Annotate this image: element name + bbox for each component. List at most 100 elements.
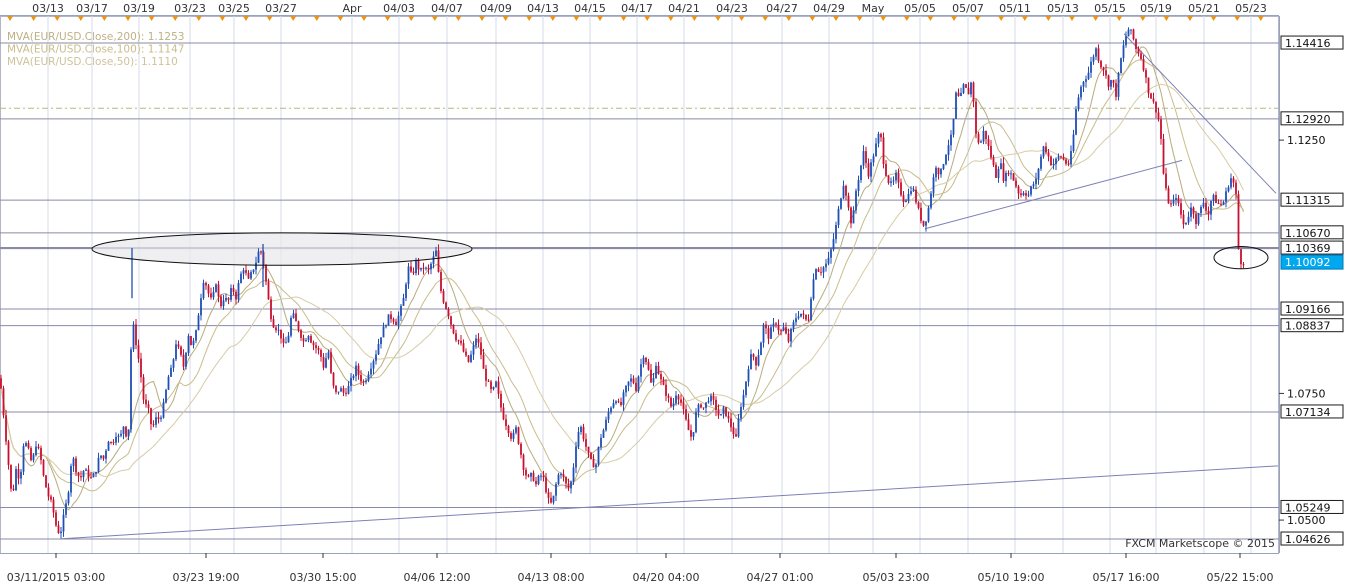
candle-body (427, 267, 430, 270)
candle-body (812, 279, 815, 299)
candle-body (1175, 198, 1177, 200)
candle-body (497, 381, 500, 394)
trend-line (1123, 33, 1277, 194)
price-tick-label: 1.0750 (1287, 387, 1326, 400)
candle-body (1060, 156, 1062, 158)
event-marker-icon (998, 16, 1005, 21)
top-date-label: 04/21 (668, 2, 700, 15)
candle-body (212, 291, 215, 298)
candle-body (255, 262, 257, 270)
level-price-box (1280, 318, 1344, 333)
candle-body (395, 321, 397, 325)
candle-body (1147, 77, 1150, 94)
candle-body (115, 436, 117, 443)
candle-body (110, 441, 112, 443)
moving-average-line (0, 83, 1244, 477)
candle-body (835, 225, 837, 240)
candle-body (505, 419, 507, 427)
candle-body (175, 344, 177, 360)
candle-body (715, 399, 717, 411)
candle-body (1077, 97, 1080, 110)
candle-body (187, 336, 190, 353)
bottom-axis-band (0, 553, 1349, 588)
candle-body (155, 417, 157, 425)
candle-body (277, 329, 280, 331)
top-date-label: 05/07 (952, 2, 984, 15)
price-tick-label: 1.1250 (1287, 134, 1326, 147)
event-marker-icon (243, 16, 249, 21)
trend-lines (59, 33, 1279, 540)
candle-body (380, 337, 382, 345)
candle-body (785, 327, 787, 334)
candle-body (92, 473, 95, 478)
candle-body (320, 349, 322, 357)
candle-body (867, 163, 870, 177)
candle-body (130, 349, 132, 430)
event-marker-icon (502, 16, 509, 21)
candle-body (922, 220, 925, 226)
candle-body (572, 467, 575, 482)
candle-body (247, 272, 250, 279)
candle-body (1145, 70, 1147, 78)
candle-body (1192, 207, 1195, 214)
candle-body (1022, 193, 1025, 196)
top-date-label: 05/23 (1235, 2, 1267, 15)
event-marker-icon (1021, 16, 1028, 21)
candle-body (202, 282, 205, 299)
candle-body (142, 377, 145, 400)
candle-body (307, 336, 310, 341)
candle-body (1080, 86, 1082, 98)
candle-body (305, 340, 307, 342)
candle-body (970, 82, 972, 95)
candle-body (660, 373, 662, 380)
candle-body (150, 408, 152, 425)
candle-body (1025, 193, 1027, 196)
top-date-label: 04/03 (383, 2, 415, 15)
candle-body (682, 402, 685, 410)
candle-body (950, 134, 952, 146)
candle-body (562, 474, 565, 478)
candle-body (945, 154, 947, 165)
candle-body (465, 351, 467, 356)
candle-body (825, 263, 827, 268)
candle-body (977, 133, 980, 143)
candle-body (57, 525, 60, 534)
candle-body (1142, 58, 1145, 71)
top-date-label: 03/27 (265, 2, 297, 15)
current-price-box (1280, 254, 1344, 270)
candle-body (242, 270, 245, 274)
candle-body (105, 450, 107, 459)
level-price-label: 1.14416 (1285, 37, 1331, 50)
candle-body (885, 163, 887, 176)
candle-body (32, 455, 35, 461)
candle-body (120, 433, 122, 436)
candle-body (717, 410, 720, 416)
event-marker-icon (715, 16, 721, 21)
candle-body (1200, 206, 1202, 214)
top-date-label: 05/19 (1140, 2, 1172, 15)
candle-body (507, 426, 510, 434)
candle-body (1087, 72, 1090, 80)
bottom-date-label: 05/10 19:00 (978, 571, 1045, 584)
event-marker-icon (54, 16, 61, 21)
top-date-label: 05/11 (999, 2, 1031, 15)
candle-body (760, 342, 762, 356)
candle-body (935, 167, 937, 178)
candle-body (492, 387, 495, 390)
candle-body (322, 356, 325, 368)
event-marker-icon (856, 16, 863, 21)
candle-body (10, 464, 12, 489)
candle-body (435, 250, 437, 257)
candle-body (990, 145, 992, 158)
candle-body (95, 471, 97, 474)
candle-body (1197, 213, 1200, 224)
candle-body (152, 424, 155, 426)
candle-body (470, 354, 472, 362)
highlight-ellipse-outlines (91, 232, 1269, 270)
candle-body (612, 403, 615, 408)
top-date-label: Apr (342, 2, 362, 15)
candle-body (1085, 79, 1087, 82)
candle-body (62, 514, 65, 532)
candle-body (232, 288, 235, 292)
event-marker-icon (77, 16, 84, 21)
